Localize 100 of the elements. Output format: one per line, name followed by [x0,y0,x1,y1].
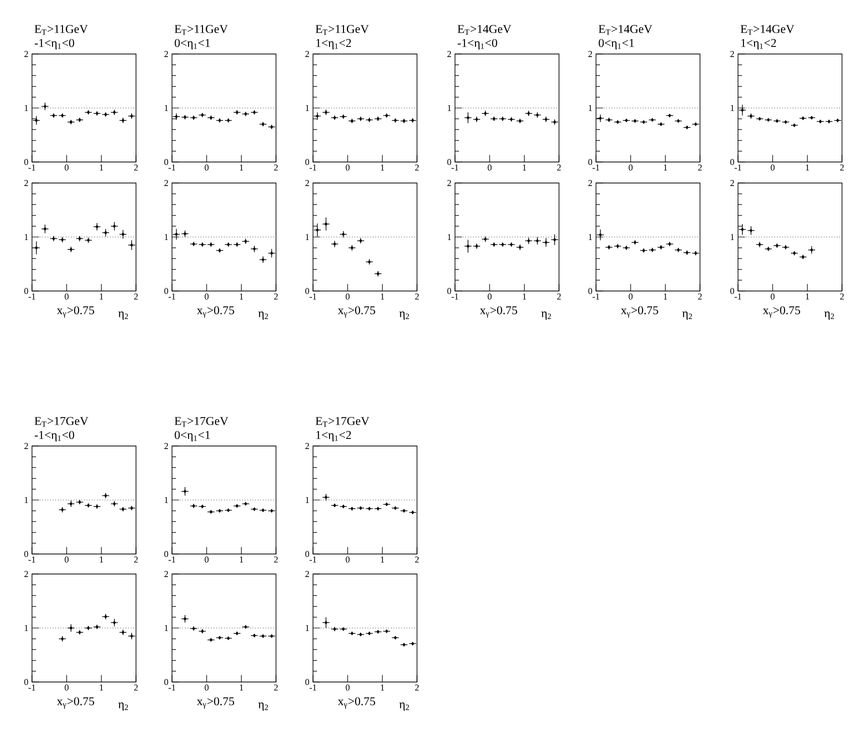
y-tick-label: 0 [24,550,28,558]
y-tick-label: 1 [24,105,28,111]
x-tick-label: 1 [100,556,104,562]
x-tick-label: 2 [134,294,138,300]
text: x$_{γ}$>0.75 [196,697,234,709]
x-tick-label: 1 [806,294,810,300]
y-tick-label: 0 [305,550,310,558]
y-tick-label: 1 [588,105,592,111]
y-tick-label: 1 [306,497,309,503]
x-tick-label: 1 [240,294,244,300]
y-tick-label: 2 [447,51,451,57]
x-axis-title: η$_{2}$ [682,312,692,320]
x-tick-label: 0 [204,294,209,300]
x-tick-label: 0 [346,164,350,171]
chart-title: E$_{T}$>17GeV [316,416,370,427]
y-tick-label: 2 [305,571,309,577]
chart-title: E$_{T}$>14GeV [598,24,652,35]
y-tick-label: 2 [447,180,451,186]
x-tick-label: 0 [204,684,209,691]
y-tick-label: 0 [305,158,310,166]
y-tick-label: 2 [730,180,734,186]
x-tick-label: 2 [134,556,138,562]
y-tick-label: 2 [588,51,592,57]
y-tick-label: 2 [24,571,28,577]
x-axis-title: η$_{2}$ [258,312,268,320]
x-tick-label: 1 [100,684,104,690]
x-tick-label: 0 [628,164,633,171]
chart-subtitle: 1<η$_{1}$<2 [316,38,351,50]
x-tick-label: 1 [380,294,384,300]
x-tick-label: 2 [415,556,419,562]
y-tick-label: 1 [306,234,309,240]
text: x$_{γ}$>0.75 [56,697,94,709]
x-tick-label: -1 [734,294,742,300]
y-tick-label: 0 [164,678,168,686]
y-tick-label: 2 [164,571,168,577]
x-axis-title: η$_{2}$ [541,312,551,320]
x-tick-label: -1 [310,164,316,170]
y-tick-label: 0 [447,288,452,294]
x-tick-label: 2 [274,294,278,300]
y-tick-label: 2 [164,180,168,186]
x-tick-label: 0 [346,294,350,300]
y-tick-label: 1 [164,105,168,111]
y-tick-label: 1 [164,234,168,240]
y-tick-label: 2 [730,51,734,57]
y-tick-label: 0 [164,158,168,166]
x-tick-label: 2 [698,164,702,170]
x-tick-label: 2 [415,164,419,170]
x-tick-label: 1 [664,164,668,170]
chart-subtitle: 0<η$_{1}$<1 [174,430,210,442]
text: x$_{γ}$>0.75 [338,697,376,709]
y-tick-label: 1 [730,105,734,111]
x-tick-label: -1 [168,684,176,690]
chart-subtitle: -1<η$_{1}$<0 [34,38,74,50]
x-tick-label: 0 [488,294,492,300]
x-tick-label: 1 [240,164,244,170]
y-tick-label: 0 [164,288,168,294]
y-tick-label: 0 [305,678,310,686]
chart-title: E$_{T}$>11GeV [316,24,369,35]
text: x$_{γ}$>0.75 [620,306,658,318]
y-tick-label: 2 [164,51,168,57]
y-tick-label: 2 [164,443,168,449]
y-tick-label: 0 [588,158,592,166]
y-tick-label: 1 [448,105,451,111]
x-tick-label: 0 [488,164,492,171]
chart-title: E$_{T}$>17GeV [174,416,228,427]
x-tick-label: -1 [168,294,176,300]
text: x$_{γ}$>0.75 [56,306,94,318]
y-tick-label: 2 [305,443,309,449]
x-tick-label: 1 [240,684,244,690]
x-tick-label: -1 [28,556,36,562]
x-tick-label: 1 [240,556,244,562]
x-tick-label: 2 [415,294,419,300]
x-axis-title: η$_{2}$ [399,702,409,711]
y-tick-label: 0 [588,288,592,294]
x-tick-label: 2 [840,164,844,170]
y-tick-label: 0 [730,288,734,294]
chart-title: E$_{T}$>17GeV [34,416,88,427]
y-tick-label: 0 [24,678,28,686]
chart-subtitle: 0<η$_{1}$<1 [174,38,210,50]
text: x$_{γ}$>0.75 [196,306,234,318]
x-tick-label: 1 [100,294,104,300]
x-tick-label: 0 [204,556,209,563]
y-tick-label: 0 [730,158,734,166]
x-tick-label: 0 [628,294,633,300]
y-tick-label: 1 [164,625,168,631]
y-tick-label: 2 [588,180,592,186]
y-tick-label: 2 [24,180,28,186]
y-tick-label: 0 [24,158,28,166]
x-tick-label: 1 [522,164,526,170]
y-tick-label: 1 [24,625,28,631]
x-tick-label: 0 [64,684,69,691]
x-tick-label: -1 [310,294,316,300]
y-tick-label: 1 [24,234,28,240]
y-tick-label: 1 [24,497,28,503]
x-tick-label: 1 [380,164,384,170]
x-tick-label: 1 [664,294,668,300]
x-tick-label: 2 [557,164,561,170]
y-tick-label: 1 [306,105,309,111]
x-tick-label: -1 [310,556,316,562]
chart-subtitle: -1<η$_{1}$<0 [34,430,74,442]
